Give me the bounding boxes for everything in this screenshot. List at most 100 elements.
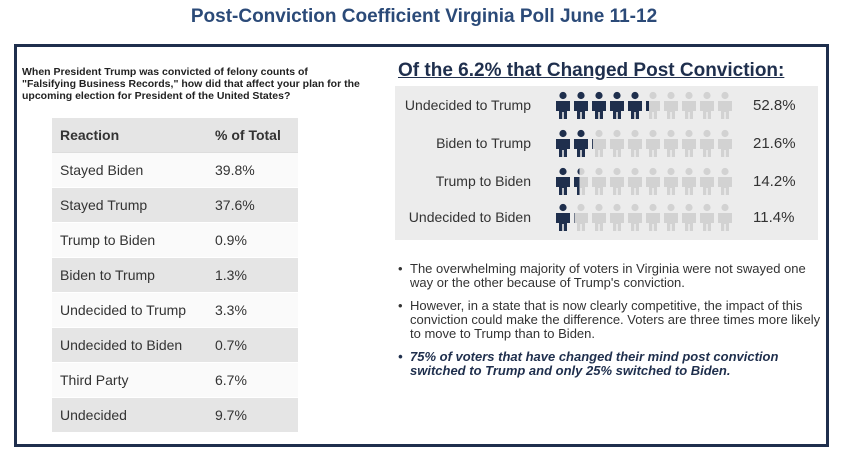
pictograph-value: 14.2% (753, 173, 796, 190)
poll-title: Post-Conviction Coefficient Virginia Pol… (190, 6, 658, 27)
person-icon-empty (664, 129, 678, 157)
row-value: 1.3% (207, 257, 298, 293)
person-icon-filled (556, 129, 570, 157)
person-icon-empty (700, 129, 714, 157)
bullet-marker: • (398, 349, 403, 364)
table-row: Stayed Biden 39.8% (52, 152, 298, 188)
row-value: 0.9% (207, 222, 298, 258)
row-value: 0.7% (207, 327, 298, 363)
key-findings: • The overwhelming majority of voters in… (398, 262, 828, 387)
row-value: 39.8% (207, 152, 298, 188)
pictograph-panel: Undecided to Trump 52.8% Biden to Trump … (395, 86, 818, 240)
person-icon-empty (628, 203, 642, 231)
row-value: 3.3% (207, 292, 298, 328)
person-icon-filled (574, 213, 575, 223)
pictograph-label: Trump to Biden (435, 173, 531, 189)
person-icons (556, 203, 732, 231)
person-icon-filled (592, 91, 606, 119)
pictograph-row: Biden to Trump 21.6% (395, 126, 818, 162)
person-icon-filled (574, 91, 588, 119)
table-row: Third Party 6.7% (52, 362, 298, 398)
pictograph-value: 52.8% (753, 97, 796, 114)
row-label: Stayed Trump (52, 187, 207, 223)
finding-text: However, in a state that is now clearly … (410, 298, 821, 341)
empty-icons-layer (556, 167, 732, 195)
person-icon-empty (718, 203, 732, 231)
finding-text: The overwhelming majority of voters in V… (410, 261, 806, 290)
person-icons (556, 91, 732, 119)
column-header-percent: % of Total (207, 118, 298, 153)
pictograph-row: Trump to Biden 14.2% (395, 164, 818, 200)
filled-icons-layer (556, 129, 593, 157)
person-icon-filled (574, 129, 588, 157)
person-icon-filled (574, 168, 580, 195)
table-row: Undecided 9.7% (52, 397, 298, 432)
person-icon-filled (556, 167, 570, 195)
filled-icons-layer (556, 91, 650, 119)
person-icon-empty (574, 203, 588, 231)
person-icon-empty (646, 203, 660, 231)
person-icon-empty (610, 203, 624, 231)
pictograph-value: 21.6% (753, 135, 796, 152)
column-header-reaction: Reaction (52, 118, 207, 153)
person-icon-empty (592, 167, 606, 195)
person-icon-empty (592, 129, 606, 157)
person-icon-empty (664, 203, 678, 231)
person-icon-empty (718, 167, 732, 195)
finding-bullet-emphasis: • 75% of voters that have changed their … (398, 350, 828, 378)
person-icon-empty (592, 203, 606, 231)
person-icon-empty (610, 129, 624, 157)
results-table: Reaction % of Total Stayed Biden 39.8% St… (52, 118, 298, 432)
person-icon-empty (718, 129, 732, 157)
row-value: 6.7% (207, 362, 298, 398)
bullet-marker: • (398, 261, 403, 276)
survey-question: When President Trump was convicted of fe… (22, 66, 360, 102)
pictograph-value: 11.4% (753, 209, 795, 226)
table-row: Undecided to Trump 3.3% (52, 292, 298, 328)
pictograph-label: Undecided to Biden (408, 209, 531, 225)
person-icon-empty (700, 203, 714, 231)
person-icon-empty (682, 203, 696, 231)
finding-bullet: • However, in a state that is now clearl… (398, 299, 828, 341)
person-icon-empty (646, 167, 660, 195)
empty-icons-layer (556, 203, 732, 231)
person-icon-empty (646, 129, 660, 157)
person-icon-empty (610, 167, 624, 195)
row-label: Trump to Biden (52, 222, 207, 258)
person-icon-filled (556, 203, 570, 231)
row-value: 9.7% (207, 397, 298, 432)
person-icon-filled (592, 139, 593, 149)
person-icon-empty (700, 167, 714, 195)
person-icon-filled (628, 91, 642, 119)
row-label: Undecided to Trump (52, 292, 207, 328)
row-label: Biden to Trump (52, 257, 207, 293)
pictograph-title: Of the 6.2% that Changed Post Conviction… (398, 60, 785, 81)
person-icon-empty (700, 91, 714, 119)
person-icon-empty (682, 167, 696, 195)
row-label: Undecided (52, 397, 207, 432)
filled-icons-layer (556, 203, 575, 231)
person-icon-empty (646, 91, 660, 119)
table-header-row: Reaction % of Total (52, 118, 298, 153)
person-icon-empty (664, 91, 678, 119)
pictograph-label: Undecided to Trump (404, 97, 531, 113)
table-row: Trump to Biden 0.9% (52, 222, 298, 258)
row-label: Third Party (52, 362, 207, 398)
pictograph-row: Undecided to Trump 52.8% (395, 88, 818, 124)
person-icons (556, 129, 732, 157)
finding-text: 75% of voters that have changed their mi… (410, 349, 779, 378)
filled-icons-layer (556, 167, 580, 195)
person-icon-filled (610, 91, 624, 119)
finding-bullet: • The overwhelming majority of voters in… (398, 262, 828, 290)
pictograph-label: Biden to Trump (436, 135, 531, 151)
person-icons (556, 167, 732, 195)
table-row: Stayed Trump 37.6% (52, 187, 298, 223)
person-icon-empty (682, 91, 696, 119)
row-label: Stayed Biden (52, 152, 207, 188)
bullet-marker: • (398, 298, 403, 313)
row-label: Undecided to Biden (52, 327, 207, 363)
row-value: 37.6% (207, 187, 298, 223)
person-icon-empty (628, 167, 642, 195)
table-row: Biden to Trump 1.3% (52, 257, 298, 293)
pictograph-row: Undecided to Biden 11.4% (395, 200, 818, 236)
